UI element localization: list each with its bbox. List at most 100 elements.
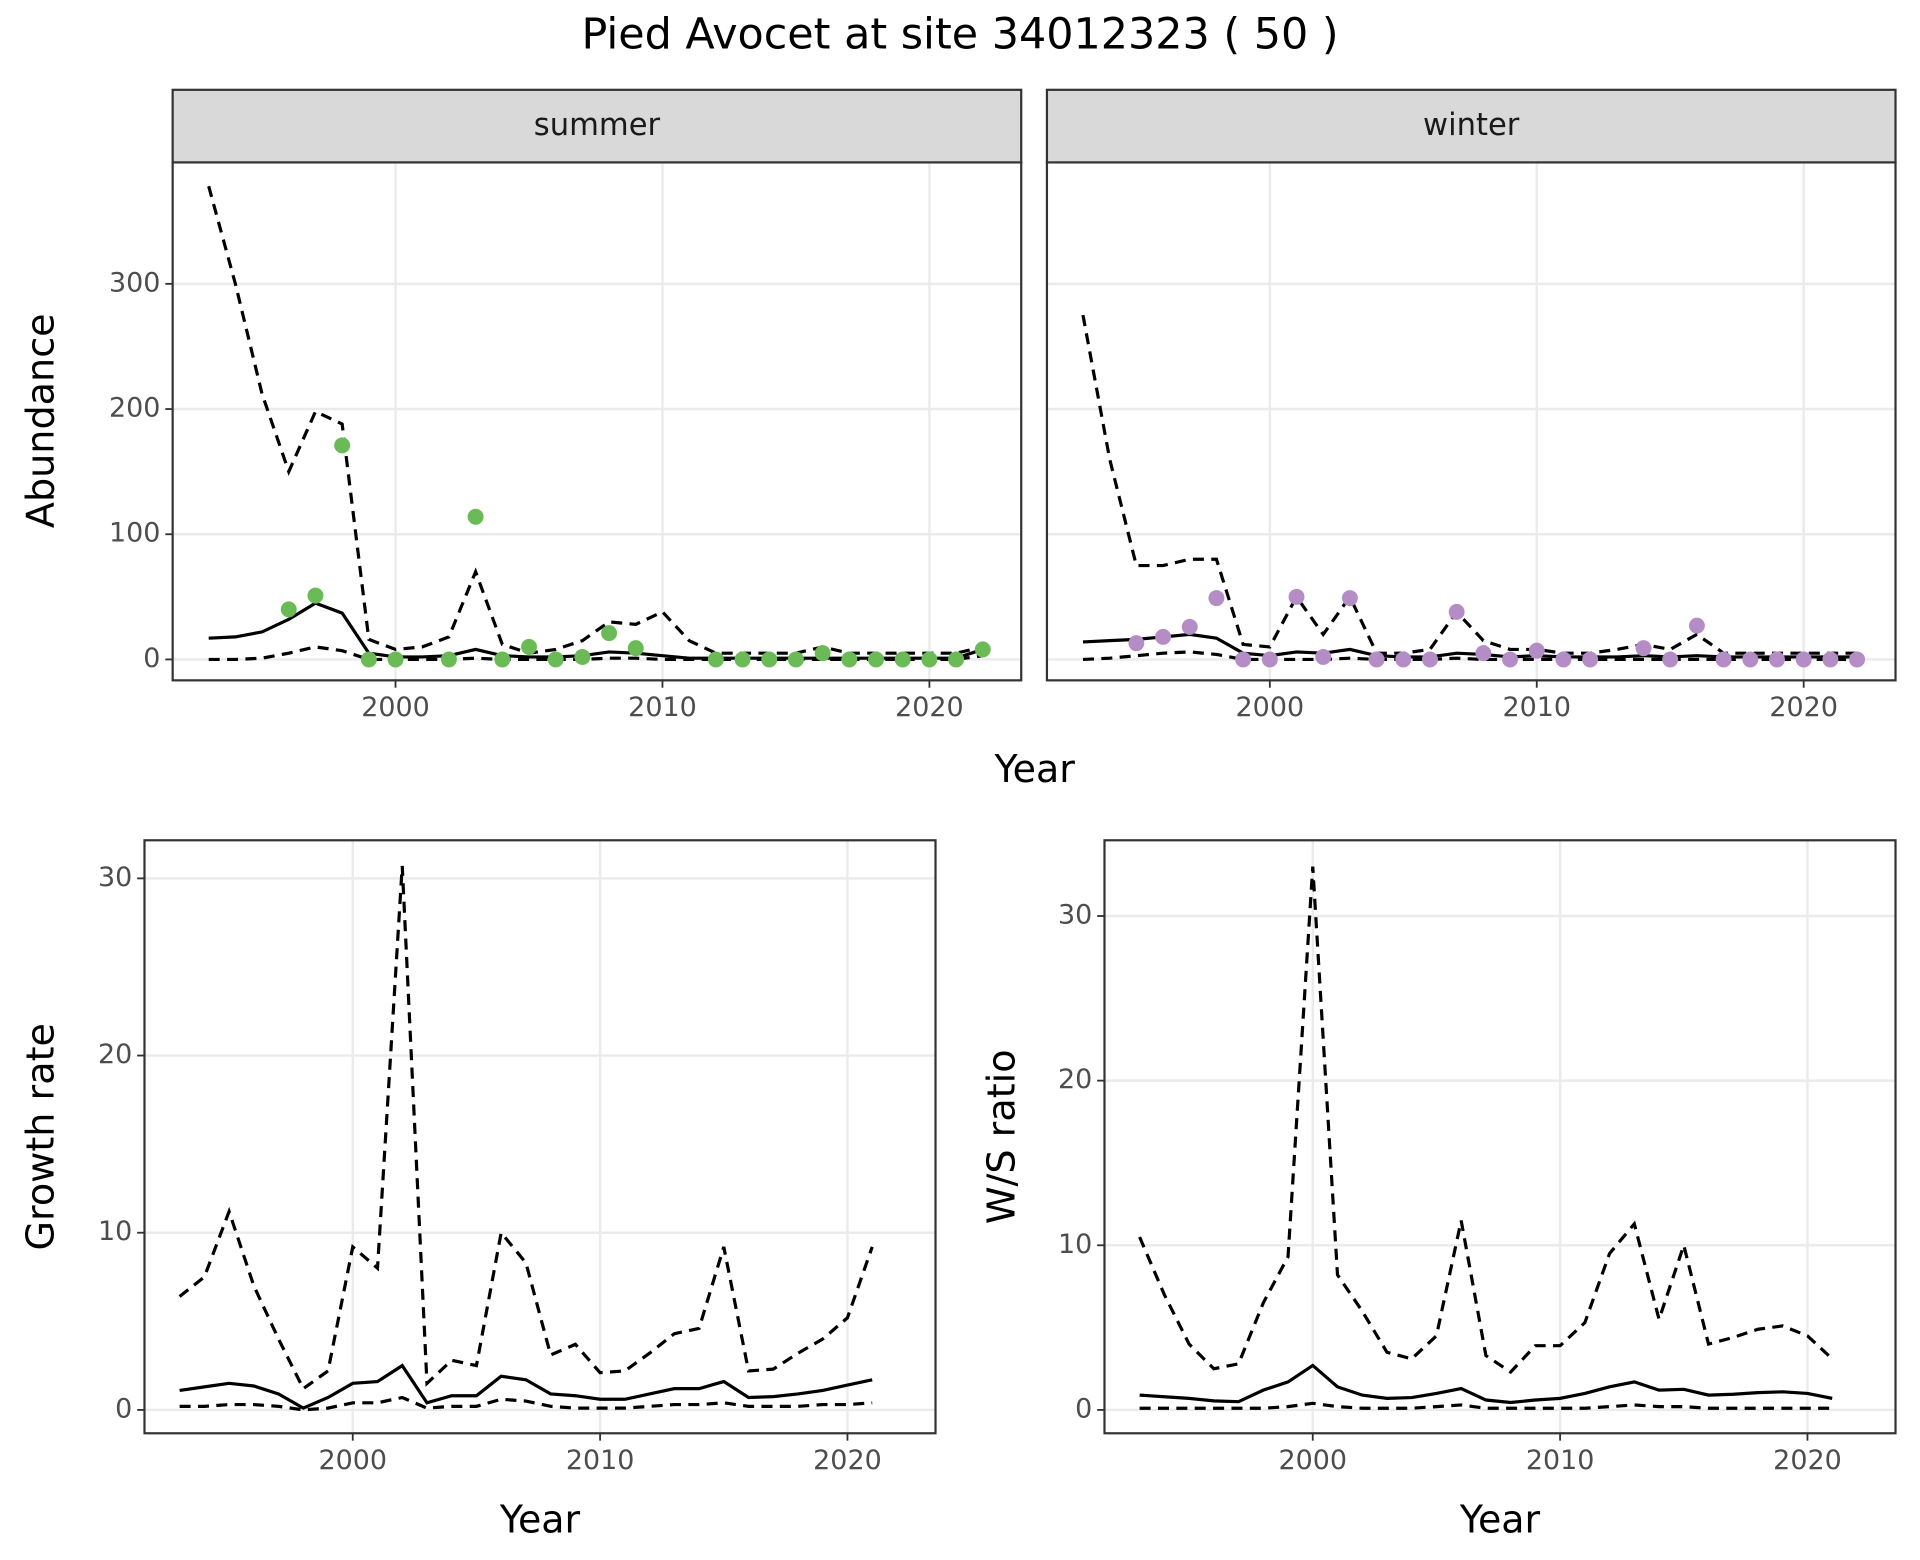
- data-point: [1475, 645, 1492, 662]
- data-point: [1769, 651, 1785, 668]
- data-point: [521, 638, 537, 655]
- data-point: [1822, 651, 1839, 668]
- x-tick-label: 2000: [318, 1445, 387, 1476]
- data-point: [1742, 651, 1759, 668]
- data-point: [307, 587, 324, 604]
- data-point: [974, 641, 991, 658]
- data-point: [387, 651, 404, 668]
- data-point: [1315, 648, 1332, 665]
- data-point: [1261, 651, 1278, 668]
- y-axis-title: W/S ratio: [980, 1049, 1024, 1224]
- data-point: [1555, 651, 1572, 668]
- data-point: [1662, 651, 1679, 668]
- y-tick-label: 0: [1075, 1393, 1092, 1424]
- data-point: [280, 601, 297, 618]
- facet-label: winter: [1423, 108, 1520, 143]
- data-point: [1502, 651, 1519, 668]
- data-point: [734, 651, 751, 668]
- facet-strip: [1045, 88, 1897, 164]
- data-point: [1395, 651, 1412, 668]
- y-tick-label: 200: [109, 393, 160, 424]
- bound-line: [178, 865, 874, 1392]
- data-point: [440, 651, 457, 668]
- data-point: [921, 651, 938, 668]
- y-tick-label: 10: [1058, 1229, 1092, 1260]
- data-point: [574, 648, 591, 665]
- data-point: [1235, 651, 1252, 668]
- data-point: [1341, 590, 1358, 607]
- panel: 2000 2010 2020 winter: [1045, 88, 1897, 723]
- data-point: [334, 437, 351, 454]
- x-tick-label: 2010: [566, 1445, 635, 1476]
- bound-line: [1081, 314, 1858, 655]
- x-axis-title: Year: [499, 1497, 581, 1541]
- data-point: [1128, 635, 1145, 652]
- y-tick-label: 0: [115, 1393, 132, 1424]
- facet-strip: [171, 88, 1023, 164]
- x-tick-label: 2010: [1502, 692, 1571, 723]
- y-axis-title: Abundance: [18, 313, 62, 528]
- x-tick-label: 2000: [1278, 1445, 1347, 1476]
- bound-line: [1139, 1401, 1833, 1410]
- y-tick-label: 300: [109, 267, 160, 298]
- data-point: [841, 651, 858, 668]
- data-point: [707, 651, 724, 668]
- x-axis-title: Year: [994, 747, 1076, 791]
- data-point: [1288, 588, 1305, 605]
- bound-line: [179, 1395, 873, 1412]
- data-point: [1795, 651, 1812, 668]
- data-point: [894, 651, 911, 668]
- data-point: [1582, 651, 1599, 668]
- panel: 2000 2010 2020 0 100 200 300 summer Abundance Yea…: [18, 88, 1076, 791]
- data-point: [868, 651, 884, 668]
- data-point: [360, 651, 377, 668]
- plot-border: [143, 839, 937, 1435]
- fit-line: [179, 1363, 873, 1410]
- plot-background: [172, 162, 1022, 681]
- data-point: [761, 651, 778, 668]
- data-point: [1715, 651, 1732, 668]
- figure-title: Pied Avocet at site 34012323 ( 50 ): [581, 9, 1338, 59]
- x-tick-label: 2010: [628, 692, 697, 723]
- x-tick-label: 2010: [1526, 1445, 1595, 1476]
- plot-background: [1046, 162, 1896, 681]
- panel: 2000 2010 2020 0 10 20 30 W/S ratio Year: [980, 839, 1897, 1541]
- data-point: [494, 651, 511, 668]
- data-point: [601, 625, 618, 642]
- data-point: [1181, 618, 1198, 635]
- x-tick-label: 2020: [813, 1445, 882, 1476]
- data-point: [1448, 603, 1465, 620]
- data-point: [787, 651, 804, 668]
- data-point: [547, 651, 564, 668]
- data-point: [1208, 590, 1225, 607]
- data-point: [1849, 651, 1866, 668]
- y-tick-label: 30: [1058, 899, 1092, 930]
- x-tick-label: 2000: [1236, 692, 1305, 723]
- x-tick-label: 2020: [1773, 1445, 1842, 1476]
- y-axis-title: Growth rate: [18, 1023, 62, 1251]
- data-point: [1688, 617, 1705, 634]
- panel: 2000 2010 2020 0 10 20 30 Growth rate Year: [18, 839, 937, 1541]
- y-tick-label: 100: [109, 518, 160, 549]
- x-tick-label: 2000: [361, 692, 430, 723]
- data-point: [467, 508, 484, 525]
- data-point: [1422, 651, 1438, 668]
- facet-label: summer: [534, 108, 661, 143]
- data-point: [1155, 628, 1172, 645]
- data-point: [1528, 642, 1545, 659]
- y-tick-label: 20: [1058, 1064, 1092, 1095]
- y-tick-label: 20: [98, 1039, 132, 1070]
- data-point: [627, 640, 644, 657]
- plot-background: [1104, 840, 1896, 1434]
- x-axis-title: Year: [1459, 1497, 1541, 1541]
- y-tick-label: 0: [143, 643, 160, 674]
- data-point: [1368, 651, 1385, 668]
- bound-line: [1138, 866, 1834, 1375]
- y-tick-label: 10: [98, 1216, 132, 1247]
- data-point: [948, 651, 965, 668]
- fit-line: [1139, 1363, 1833, 1405]
- plot-border: [1103, 839, 1897, 1435]
- data-point: [814, 645, 831, 662]
- plot-background: [144, 840, 936, 1434]
